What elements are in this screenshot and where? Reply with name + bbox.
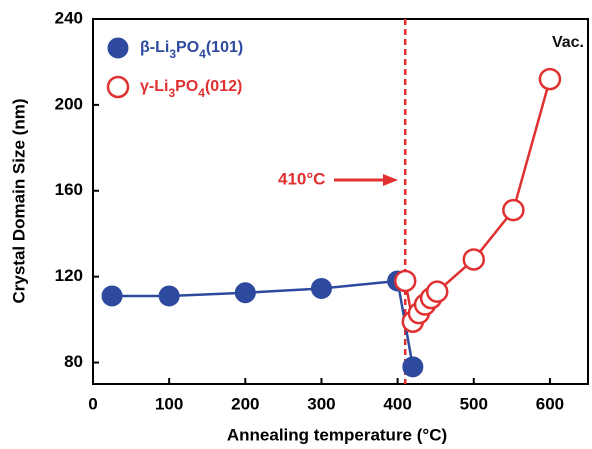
data-point	[393, 269, 417, 293]
x-tick-label: 100	[155, 394, 183, 413]
data-point	[234, 282, 256, 304]
y-tick-label: 240	[55, 8, 83, 27]
data-point	[402, 356, 424, 378]
y-tick-label: 200	[55, 94, 83, 113]
legend-marker	[106, 75, 130, 99]
x-tick-label: 500	[460, 394, 488, 413]
data-point	[425, 280, 449, 303]
annotation: Vac.	[552, 34, 584, 51]
data-point	[502, 198, 525, 222]
x-tick-label: 0	[88, 394, 97, 413]
legend-label: γ-Li3PO4(012)	[140, 78, 242, 100]
series-line	[112, 279, 415, 368]
y-tick-label: 80	[64, 352, 83, 371]
x-tick-label: 300	[307, 394, 335, 413]
data-point	[538, 67, 562, 91]
data-point	[158, 285, 180, 307]
x-tick-label: 600	[536, 394, 564, 413]
legend-marker	[107, 37, 129, 59]
data-point	[462, 248, 486, 271]
x-tick-label: 200	[231, 394, 259, 413]
y-tick-label: 120	[55, 266, 83, 285]
annotation: 410°C	[278, 169, 325, 188]
arrow-head	[383, 174, 398, 186]
legend-label: β-Li3PO4(101)	[140, 39, 243, 61]
y-tick-label: 160	[55, 180, 83, 199]
x-axis-label: Annealing temperature (°C)	[227, 425, 447, 444]
y-axis-label: Crystal Domain Size (nm)	[9, 99, 28, 304]
data-point	[310, 277, 332, 299]
series-line	[404, 78, 552, 325]
x-tick-label: 400	[383, 394, 411, 413]
plot-frame	[92, 18, 589, 385]
data-point	[101, 285, 123, 307]
